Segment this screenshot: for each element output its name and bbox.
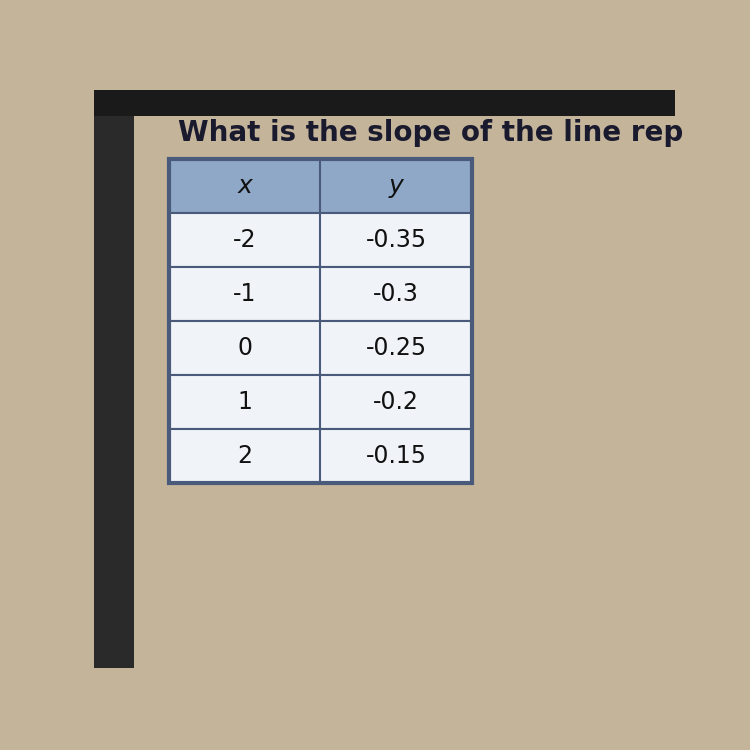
Bar — [94, 90, 675, 116]
Text: 0: 0 — [237, 336, 252, 360]
Bar — [170, 213, 472, 267]
Bar — [170, 267, 472, 321]
Text: What is the slope of the line rep: What is the slope of the line rep — [178, 119, 683, 147]
Text: 2: 2 — [237, 444, 252, 468]
Text: -0.35: -0.35 — [365, 228, 427, 252]
Bar — [94, 116, 134, 668]
Text: 1: 1 — [238, 390, 252, 414]
Bar — [170, 159, 472, 213]
Text: -1: -1 — [233, 282, 256, 306]
Text: x: x — [238, 174, 252, 198]
Text: -0.2: -0.2 — [373, 390, 419, 414]
Bar — [170, 429, 472, 483]
Text: y: y — [388, 174, 404, 198]
Bar — [170, 375, 472, 429]
Text: -0.15: -0.15 — [365, 444, 427, 468]
Text: -0.25: -0.25 — [365, 336, 427, 360]
Text: -2: -2 — [233, 228, 256, 252]
Bar — [170, 321, 472, 375]
Bar — [170, 159, 472, 483]
Text: -0.3: -0.3 — [373, 282, 419, 306]
